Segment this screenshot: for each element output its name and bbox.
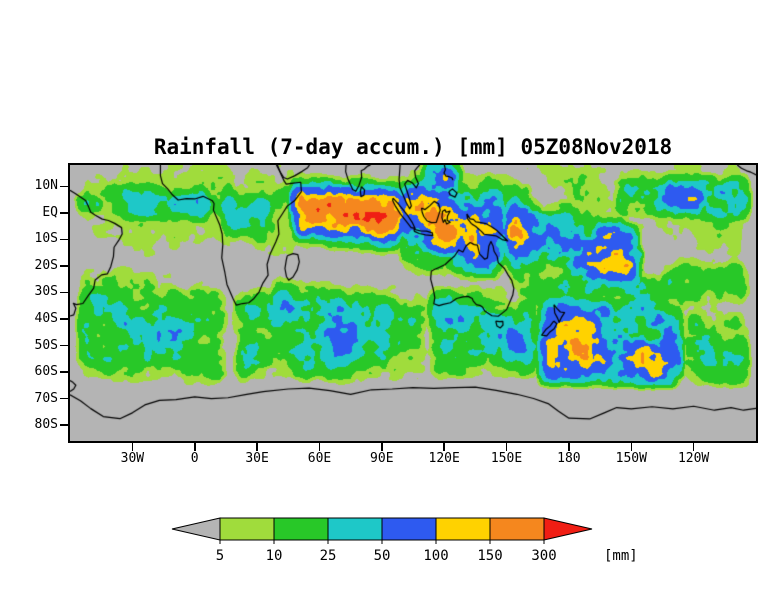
colorbar-high-arrow [543,517,593,541]
colorbar-segment [435,517,491,541]
y-axis-tick [60,371,68,373]
x-axis-label: 120E [428,451,460,466]
x-axis-tick [443,443,445,451]
colorbar-segment [327,517,383,541]
x-axis-tick [568,443,570,451]
y-axis-label: 20S [34,257,58,273]
y-axis-label: 80S [34,417,58,433]
legend-threshold-label: 5 [216,548,224,564]
x-axis-label: 180 [557,451,581,466]
x-axis-label: 150W [615,451,647,466]
x-axis-label: 0 [190,451,199,466]
colorbar: 5 10 25 50 100 150 300 [mm] [171,517,638,564]
y-axis-tick [60,212,68,214]
colorbar-legend: 5 10 25 50 100 150 300 [mm] [162,512,682,564]
x-axis-tick [256,443,258,451]
y-axis-label: 40S [34,310,58,326]
legend-threshold-label: 10 [266,548,283,564]
y-axis-tick [60,185,68,187]
x-axis-label: 30E [245,451,269,466]
y-axis-tick [60,424,68,426]
colorbar-segment [273,517,329,541]
x-axis-label: 150E [490,451,523,466]
x-axis-label: 120W [677,451,710,466]
legend-unit-label: [mm] [604,548,638,564]
x-axis-tick [381,443,383,451]
colorbar-segment [489,517,545,541]
y-axis-tick [60,318,68,320]
y-axis-tick [60,238,68,241]
x-axis-tick [505,443,508,451]
legend-threshold-label: 25 [320,548,337,564]
y-axis-tick [60,397,68,400]
colorbar-segment [381,517,437,541]
y-axis-label: 60S [34,364,58,379]
y-axis-label: 10N [34,178,58,194]
map-frame [68,163,758,443]
legend-threshold-label: 50 [374,548,391,564]
x-axis-tick [131,443,134,451]
y-axis-label: 30S [34,284,58,300]
colorbar-segment [219,517,275,541]
y-axis-tick [60,265,68,267]
legend-threshold-label: 300 [531,548,556,564]
y-axis-tick [60,291,68,294]
y-axis-label: 50S [34,337,58,353]
x-axis-label: 30W [120,451,145,466]
rainfall-map-canvas [70,165,756,441]
x-axis-tick [194,443,196,451]
y-axis-tick [60,344,68,347]
plot-title: Rainfall (7-day accum.) [mm] 05Z08Nov201… [153,135,673,159]
colorbar-low-arrow [171,517,221,541]
legend-threshold-label: 150 [477,548,502,564]
x-axis-tick [318,443,321,451]
legend-threshold-label: 100 [423,548,448,564]
x-axis-tick [692,443,695,451]
x-axis-tick [630,443,632,451]
y-axis-label: 10S [34,231,58,247]
y-axis-label: 70S [34,390,58,406]
y-axis-label: EQ [42,204,58,220]
x-axis-label: 90E [370,451,394,466]
x-axis-label: 60E [307,451,332,466]
